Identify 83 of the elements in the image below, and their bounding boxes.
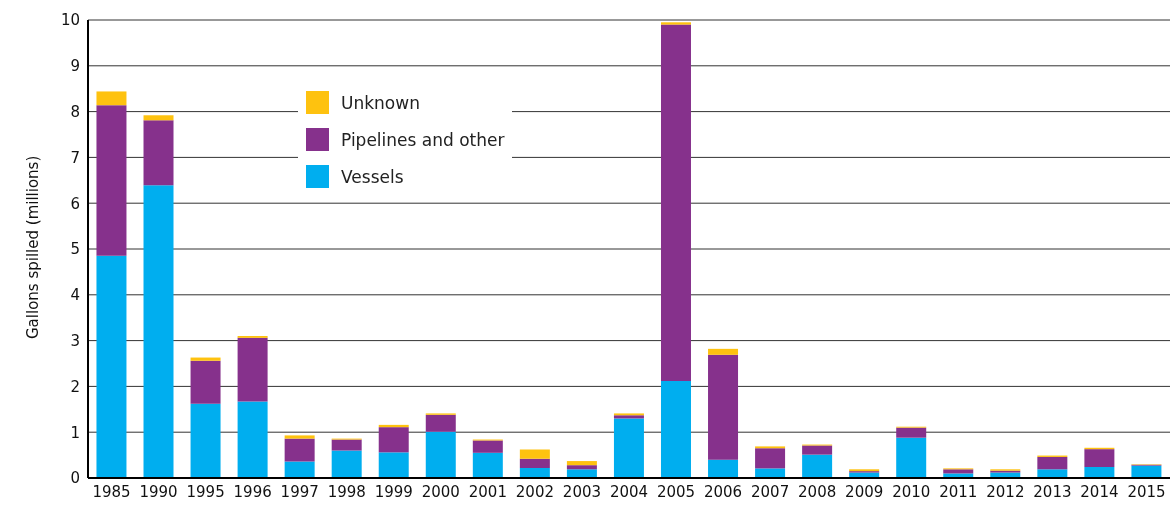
bar <box>378 427 409 453</box>
bar <box>284 438 315 462</box>
bar <box>425 431 456 478</box>
bar <box>378 452 409 478</box>
x-tick-label: 2011 <box>939 482 978 501</box>
bar <box>613 418 644 478</box>
x-tick-label: 2015 <box>1127 482 1166 501</box>
bar <box>755 468 786 478</box>
y-tick-label: 9 <box>70 57 80 76</box>
bar <box>96 91 127 106</box>
y-tick-label: 8 <box>70 102 80 121</box>
x-tick-label: 2009 <box>845 482 884 501</box>
bar <box>143 115 174 121</box>
x-tick-label: 2014 <box>1080 482 1119 501</box>
bar <box>802 454 833 478</box>
y-tick-label: 1 <box>70 423 80 442</box>
bar <box>190 357 221 361</box>
x-tick-label: 2013 <box>1033 482 1072 501</box>
bar <box>331 439 362 451</box>
bar <box>1037 469 1068 478</box>
bar <box>566 469 597 478</box>
bar <box>708 348 739 355</box>
bar <box>237 401 268 478</box>
bar <box>896 437 927 478</box>
bar <box>519 449 550 459</box>
bar <box>190 360 221 404</box>
bar <box>96 105 127 256</box>
bar <box>331 450 362 478</box>
bar <box>190 403 221 478</box>
x-tick-label: 2005 <box>656 482 696 501</box>
y-tick-label: 0 <box>70 469 80 488</box>
bar <box>519 458 550 468</box>
bar <box>566 465 597 470</box>
x-tick-label: 1996 <box>233 482 272 501</box>
legend-label: Unknown <box>341 92 420 113</box>
bar <box>896 427 927 438</box>
bar <box>472 440 503 453</box>
legend-label: Pipelines and other <box>341 129 505 150</box>
bar <box>1084 449 1115 468</box>
x-tick-label: 1997 <box>280 482 319 501</box>
y-tick-label: 6 <box>70 194 80 213</box>
x-tick-label: 2000 <box>421 482 460 501</box>
bar <box>708 354 739 460</box>
bar <box>660 24 691 381</box>
y-tick-label: 3 <box>70 331 80 350</box>
x-tick-label: 1990 <box>139 482 178 501</box>
y-tick-label: 2 <box>70 377 80 396</box>
bar <box>566 461 597 466</box>
x-tick-label: 2003 <box>562 482 602 501</box>
bar <box>1037 456 1068 470</box>
bar <box>284 461 315 478</box>
y-tick-label: 7 <box>70 148 80 167</box>
x-tick-label: 2001 <box>468 482 507 501</box>
bar <box>284 435 315 439</box>
y-tick-label: 10 <box>60 11 80 30</box>
bar <box>472 452 503 478</box>
bar <box>943 469 974 474</box>
bar <box>237 337 268 402</box>
x-tick-label: 1995 <box>186 482 225 501</box>
x-tick-label: 2007 <box>751 482 790 501</box>
bar <box>425 414 456 432</box>
bar <box>660 380 691 478</box>
x-tick-label: 2008 <box>798 482 837 501</box>
x-tick-label: 2010 <box>892 482 931 501</box>
y-tick-label: 4 <box>70 286 80 305</box>
y-tick-label: 5 <box>70 240 80 259</box>
x-tick-label: 1999 <box>374 482 413 501</box>
bar <box>660 22 691 25</box>
x-tick-label: 2006 <box>703 482 743 501</box>
bar <box>143 185 174 478</box>
bar <box>802 445 833 455</box>
bar <box>1084 467 1115 478</box>
bar <box>708 459 739 478</box>
legend-label: Vessels <box>341 166 404 187</box>
bar <box>96 255 127 478</box>
x-tick-label: 2004 <box>609 482 649 501</box>
x-tick-label: 2002 <box>515 482 555 501</box>
bar <box>143 120 174 186</box>
bar <box>755 448 786 469</box>
x-tick-label: 1985 <box>92 482 131 501</box>
x-tick-label: 1998 <box>327 482 366 501</box>
x-tick-label: 2012 <box>986 482 1025 501</box>
y-axis-title: Gallons spilled (millions) <box>24 155 43 339</box>
